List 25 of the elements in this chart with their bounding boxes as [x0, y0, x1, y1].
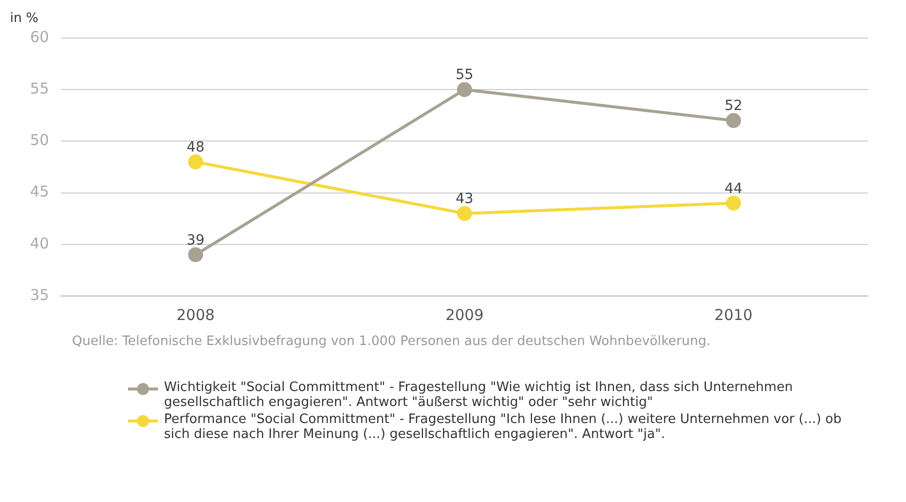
point: [188, 154, 204, 170]
point: [457, 82, 472, 98]
data-label: 43: [456, 191, 474, 208]
source-note: Quelle: Telefonische Exklusivbefragung von 1.000 Personen aus der deutschen Wohnbevölkerung.: [72, 333, 712, 351]
y-tick-label: 60: [30, 28, 50, 46]
y-tick-label: 45: [30, 182, 50, 201]
y-tick-label: 50: [30, 131, 50, 150]
y-tick-label: 40: [30, 234, 50, 252]
data-label: 52: [724, 98, 742, 114]
x-tick-label: 2010: [714, 306, 753, 324]
data-label: 55: [456, 67, 474, 84]
y-axis-title: in %: [10, 10, 38, 26]
x-tick-label: 2009: [445, 306, 484, 324]
y-tick-label: 35: [30, 286, 50, 304]
point: [726, 196, 742, 211]
y-tick-label: 55: [30, 79, 50, 98]
data-label: 44: [724, 180, 743, 197]
data-label: 48: [186, 139, 204, 156]
legend-label: Performance "Social Committment" - Fragestellung "Ich lese Ihnen (...) weitere Unternehmen vor (...) ob sich diese nach Ihrer Meinung (...) gesellschaftlich engagieren". Antwort "ja".: [164, 412, 843, 442]
data-label: 39: [186, 232, 204, 248]
x-tick-label: 2008: [176, 306, 215, 324]
point: [188, 247, 204, 262]
point: [457, 206, 472, 221]
legend-label: Wichtigkeit "Social Committment" - Fragestellung "Wie wichtig ist Ihnen, dass sich Unternehmen gesellschaftlich engagieren". Antwort "äußerst wichtig" oder "sehr wichtig": [164, 380, 794, 410]
point: [726, 113, 742, 128]
